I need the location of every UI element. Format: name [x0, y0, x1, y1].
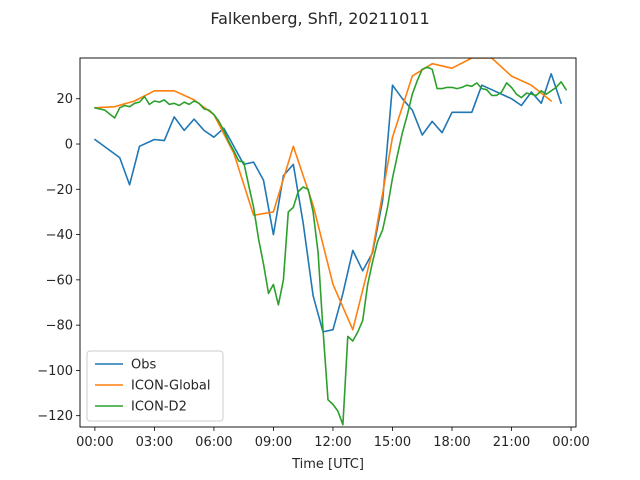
x-axis-label: Time [UTC] — [291, 457, 364, 472]
legend-box — [86, 350, 224, 422]
series-line-icon-d2 — [94, 66, 567, 426]
series-line-obs — [94, 73, 562, 333]
x-tick-label: 00:00 — [76, 435, 113, 450]
chart-title: Falkenberg, Shfl, 20211011 — [210, 9, 429, 28]
x-tick-label: 00:00 — [552, 435, 589, 450]
legend: Obs ICON-Global ICON-D2 — [86, 350, 224, 422]
y-tick-label: −80 — [46, 319, 73, 334]
x-tick-label: 12:00 — [314, 435, 351, 450]
y-tick-label: −60 — [46, 273, 73, 288]
y-tick-label: −20 — [46, 183, 73, 198]
x-tick-label: 15:00 — [374, 435, 411, 450]
plot-area — [94, 58, 567, 426]
x-tick-label: 18:00 — [433, 435, 470, 450]
series-lines — [94, 58, 567, 426]
y-tick-label: −100 — [37, 364, 73, 379]
x-tick-label: 06:00 — [195, 435, 232, 450]
series-line-icon-global — [94, 58, 553, 331]
x-tick-label: 03:00 — [136, 435, 173, 450]
y-tick-label: 20 — [56, 92, 73, 107]
x-tick-label: 21:00 — [493, 435, 530, 450]
x-tick-label: 09:00 — [255, 435, 292, 450]
legend-label: ICON-D2 — [131, 400, 187, 415]
y-tick-label: 0 — [65, 138, 73, 153]
axes-frame — [79, 57, 577, 428]
y-tick-label: −40 — [46, 228, 73, 243]
legend-label: Obs — [131, 358, 156, 373]
legend-label: ICON-Global — [131, 379, 211, 394]
axes: 00:00 03:00 06:00 09:00 12:00 15:00 18:00 21:00… — [37, 57, 590, 450]
y-tick-label: −120 — [37, 409, 73, 424]
